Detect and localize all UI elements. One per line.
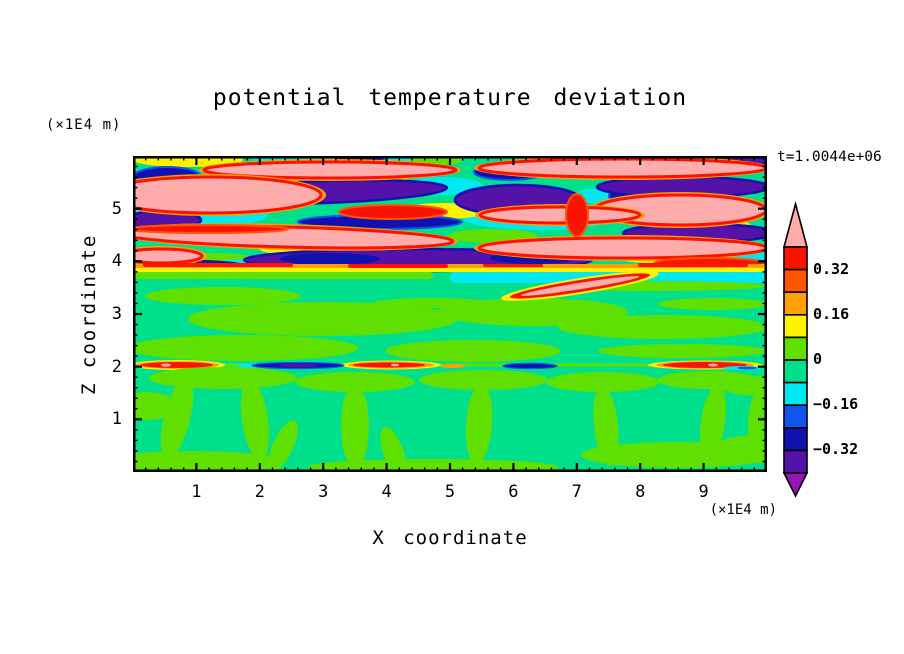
- x-axis-title: X coordinate: [133, 527, 767, 549]
- y-tick-label: 5: [90, 199, 122, 219]
- colorbar-segment: [784, 383, 807, 406]
- colorbar-segment: [784, 270, 807, 293]
- x-tick-label: 2: [246, 482, 274, 502]
- x-tick-labels: 1 2 3 4 5 6 7 8 9: [133, 482, 767, 504]
- colorbar-segment: [784, 315, 807, 338]
- colorbar-labels: 0.32 0.16 0 −0.16 −0.32: [813, 198, 897, 504]
- x-tick-label: 8: [626, 482, 654, 502]
- colorbar-segment: [784, 405, 807, 428]
- colorbar-segment: [784, 292, 807, 315]
- colorbar-segment: [784, 428, 807, 451]
- x-tick-label: 6: [499, 482, 527, 502]
- y-tick-label: 2: [90, 357, 122, 377]
- y-tick-label: 4: [90, 251, 122, 271]
- colorbar-under-arrow: [784, 473, 807, 496]
- colorbar-label: 0.16: [813, 305, 849, 323]
- y-tick-label: 1: [90, 409, 122, 429]
- colorbar-label: 0.32: [813, 260, 849, 278]
- colorbar-segment: [784, 247, 807, 270]
- x-tick-label: 1: [182, 482, 210, 502]
- chart-title: potential temperature deviation: [133, 85, 767, 111]
- figure: potential temperature deviation (×1E4 m)…: [0, 0, 904, 654]
- colorbar: [780, 198, 816, 504]
- turbulent-layer: [133, 156, 767, 273]
- y-tick-label: 3: [90, 304, 122, 324]
- x-tick-label: 4: [373, 482, 401, 502]
- contour-field: [133, 156, 767, 472]
- y-tick-labels: 1 2 3 4 5: [90, 156, 122, 472]
- colorbar-label: −0.32: [813, 440, 858, 458]
- colorbar-segment: [784, 450, 807, 473]
- colorbar-over-arrow: [784, 204, 807, 247]
- x-tick-label: 5: [436, 482, 464, 502]
- colorbar-label: −0.16: [813, 395, 858, 413]
- y-axis-units-label: (×1E4 m): [46, 117, 121, 133]
- plot-area: [133, 156, 767, 472]
- colorbar-segment: [784, 360, 807, 383]
- colorbar-segment: [784, 337, 807, 360]
- x-tick-label: 3: [309, 482, 337, 502]
- x-tick-label: 9: [690, 482, 718, 502]
- time-annotation: t=1.0044e+06: [777, 149, 882, 165]
- colorbar-label: 0: [813, 350, 822, 368]
- x-axis-units-label: (×1E4 m): [659, 502, 777, 518]
- x-tick-label: 7: [563, 482, 591, 502]
- contour-field-svg: [133, 156, 767, 472]
